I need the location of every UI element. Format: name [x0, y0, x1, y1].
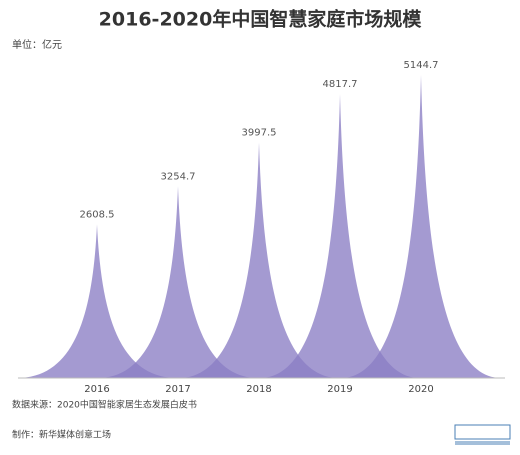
plot-area: 2608.5 2016 3254.7 2017 3997.5 2018 4817.7 2019…: [17, 60, 505, 395]
peak-bar: [98, 186, 258, 378]
x-tick-label: 2019: [327, 384, 352, 395]
peak-bar: [341, 74, 501, 379]
x-tick-label: 2020: [408, 384, 433, 395]
peak-bar: [179, 142, 339, 378]
source-note: 数据来源：2020中国智能家居生态发展白皮书: [12, 399, 197, 411]
value-label: 5144.7: [404, 60, 439, 71]
value-label: 3997.5: [242, 128, 277, 139]
unit-label: 单位：亿元: [12, 38, 62, 51]
x-tick-label: 2017: [165, 384, 190, 395]
value-label: 3254.7: [161, 171, 196, 182]
peak-bar: [17, 224, 177, 378]
x-tick-label: 2018: [246, 384, 271, 395]
value-label: 2608.5: [80, 209, 115, 220]
x-tick-label: 2016: [84, 384, 109, 395]
value-label: 4817.7: [323, 79, 358, 90]
logo: [454, 424, 511, 445]
chart-title: 2016-2020年中国智慧家庭市场规模: [99, 8, 423, 31]
credit-note: 制作：新华媒体创意工场: [12, 429, 111, 441]
peak-bar: [260, 94, 420, 379]
